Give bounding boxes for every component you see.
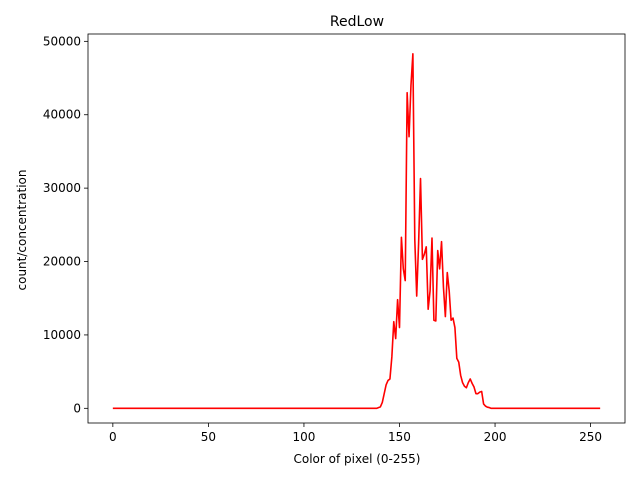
x-tick-label: 250 — [579, 430, 602, 444]
y-tick-label: 0 — [73, 401, 81, 415]
y-tick-label: 20000 — [43, 255, 81, 269]
y-tick-label: 40000 — [43, 108, 81, 122]
y-tick-label: 50000 — [43, 34, 81, 48]
x-axis-ticks: 0 50 100 150 200 250 — [109, 423, 602, 444]
plot-area — [87, 33, 626, 424]
x-tick-label: 50 — [201, 430, 216, 444]
x-axis-label: Color of pixel (0-255) — [294, 452, 421, 466]
x-tick-label: 150 — [388, 430, 411, 444]
plot-frame — [87, 33, 626, 424]
x-tick-label: 200 — [484, 430, 507, 444]
y-axis-ticks: 0 10000 20000 30000 40000 50000 — [43, 34, 88, 415]
x-tick-label: 0 — [109, 430, 117, 444]
y-tick-label: 10000 — [43, 328, 81, 342]
y-tick-label: 30000 — [43, 181, 81, 195]
chart-title: RedLow — [330, 14, 384, 30]
series-line-0 — [112, 53, 601, 410]
y-axis-label: count/concentration — [15, 169, 29, 290]
x-tick-label: 100 — [292, 430, 315, 444]
